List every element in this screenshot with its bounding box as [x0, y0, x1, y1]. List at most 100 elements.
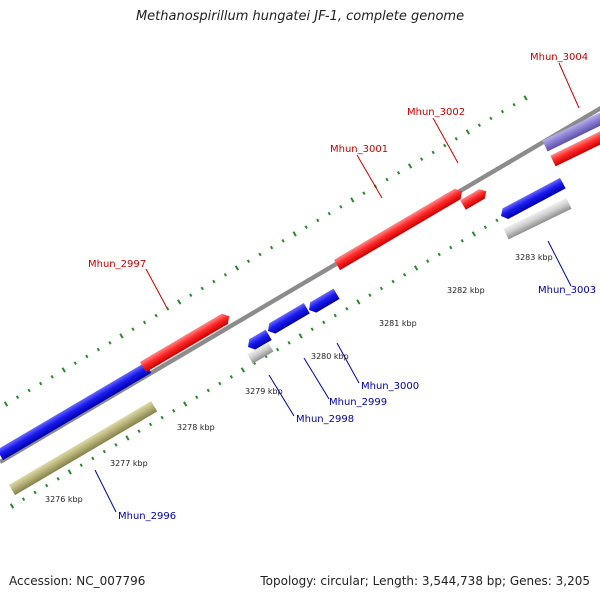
reverse-tick: [137, 429, 141, 434]
reverse-tick: [91, 456, 95, 461]
reverse-tick: [368, 293, 372, 297]
genome-summary-text: Topology: circular; Length: 3,544,738 bp…: [260, 574, 590, 588]
forward-tick: [396, 171, 401, 175]
reverse-tick: [125, 435, 130, 441]
gene-mhun-3002[interactable]: [460, 187, 489, 210]
forward-tick: [523, 95, 528, 101]
reverse-tick: [67, 469, 72, 475]
forward-tick: [512, 102, 516, 107]
gene-mhun-2997[interactable]: [139, 311, 232, 373]
forward-tick: [454, 137, 458, 141]
forward-tick: [15, 395, 20, 399]
gene-mhun-3000[interactable]: [306, 288, 340, 316]
gene-label-mhun-2997: Mhun_2997: [88, 259, 146, 270]
reverse-tick: [240, 367, 246, 373]
gene-labels: Mhun_2996 Mhun_2997 Mhun_2998 Mhun_2999 …: [88, 52, 596, 522]
scale-label: 3276 kbp: [45, 495, 83, 504]
reverse-tick: [229, 375, 233, 379]
forward-tick: [177, 299, 182, 305]
reverse-tick: [79, 463, 83, 467]
reverse-tick: [356, 299, 361, 305]
forward-tick: [500, 109, 505, 114]
reverse-tick: [21, 497, 26, 501]
reverse-tick: [449, 245, 453, 250]
forward-tick: [166, 307, 170, 311]
gene-mhun-2996[interactable]: [0, 362, 158, 496]
forward-tick: [362, 191, 366, 195]
scale-label: 3279 kbp: [245, 387, 283, 396]
forward-tick: [407, 163, 413, 169]
scale-label: 3277 kbp: [110, 459, 148, 468]
forward-tick: [85, 354, 89, 359]
forward-tick: [50, 375, 54, 379]
gene-label-mhun-3001: Mhun_3001: [330, 144, 388, 155]
reverse-tick: [45, 483, 49, 488]
reverse-tick: [310, 327, 314, 332]
reverse-tick: [218, 381, 222, 386]
gene-mhun-2998-rna: [247, 342, 274, 364]
backbone: [0, 104, 600, 464]
forward-tick: [61, 367, 66, 373]
forward-tick: [154, 313, 158, 318]
forward-tick: [27, 388, 31, 393]
gene-mhun-3001[interactable]: [333, 186, 465, 271]
reverse-tick: [287, 340, 291, 345]
forward-tick: [73, 361, 77, 365]
gene-label-mhun-3002: Mhun_3002: [407, 107, 465, 118]
gene-label-mhun-2996: Mhun_2996: [118, 511, 176, 522]
forward-tick: [385, 177, 389, 182]
reverse-tick: [437, 252, 441, 257]
forward-tick: [119, 333, 124, 339]
reverse-tick: [148, 422, 153, 427]
scale-label: 3280 kbp: [311, 352, 349, 361]
reverse-tick: [426, 259, 430, 263]
forward-tick: [246, 259, 251, 263]
reverse-tick-row: [9, 197, 534, 509]
gene-mhun-2999[interactable]: [265, 302, 310, 336]
reverse-tick: [483, 225, 487, 229]
gene-mhun-3003-rna: [503, 197, 572, 240]
forward-tick: [304, 225, 308, 230]
reverse-tick: [413, 265, 419, 271]
reverse-tick: [275, 347, 280, 352]
reverse-tick: [495, 218, 499, 223]
forward-tick: [96, 347, 100, 352]
reverse-tick: [172, 409, 176, 413]
reverse-tick: [391, 279, 395, 284]
gene-label-mhun-2999: Mhun_2999: [329, 397, 387, 408]
reverse-tick: [379, 286, 384, 291]
forward-tick: [339, 205, 343, 209]
scale-label: 3278 kbp: [177, 423, 215, 432]
forward-tick: [465, 129, 470, 135]
forward-tick: [431, 150, 435, 155]
forward-tick: [200, 286, 204, 291]
forward-tick: [316, 218, 320, 223]
forward-tick: [223, 273, 227, 277]
forward-tick: [420, 157, 424, 161]
map-title: Methanospirillum hungatei JF-1, complete…: [135, 9, 465, 24]
forward-tick: [443, 143, 447, 148]
reverse-tick: [102, 449, 106, 454]
gene-mhun-2998[interactable]: [245, 329, 274, 364]
scale-labels: 3276 kbp 3277 kbp 3278 kbp 3279 kbp 3280…: [45, 253, 553, 504]
reverse-tick: [56, 477, 60, 481]
gene-mhun-3004[interactable]: [550, 124, 600, 167]
reverse-tick: [9, 503, 15, 509]
scale-label: 3281 kbp: [379, 319, 417, 328]
gene-mhun-3003[interactable]: [498, 177, 572, 240]
reverse-tick: [345, 307, 349, 311]
forward-band: [542, 109, 600, 152]
gene-mhun-2996-rna-band: [8, 401, 158, 496]
forward-tick: [269, 245, 274, 250]
forward-tick-row: [3, 95, 528, 407]
forward-tick: [292, 231, 297, 237]
reverse-tick: [333, 313, 337, 318]
forward-tick: [108, 341, 112, 345]
reverse-tick: [206, 388, 210, 393]
forward-tick: [281, 238, 285, 243]
forward-tick: [39, 381, 43, 386]
reverse-tick: [195, 395, 199, 399]
scale-label: 3283 kbp: [515, 253, 553, 262]
forward-tick: [489, 116, 493, 121]
